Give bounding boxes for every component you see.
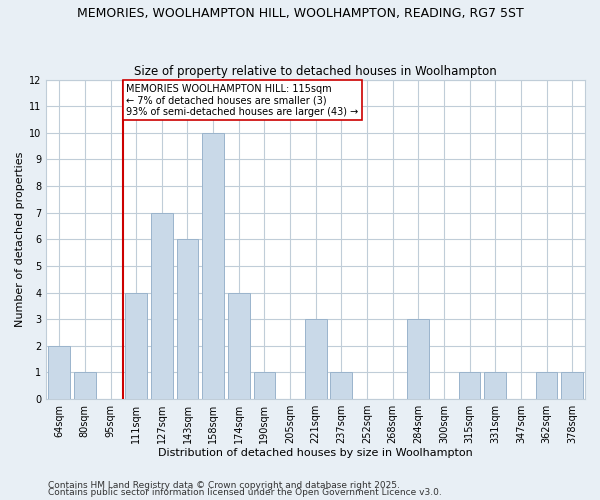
Text: Contains public sector information licensed under the Open Government Licence v3: Contains public sector information licen… — [48, 488, 442, 497]
Bar — [484, 372, 506, 399]
Bar — [202, 133, 224, 399]
Bar — [125, 292, 147, 399]
Bar — [176, 240, 199, 399]
Bar — [458, 372, 481, 399]
Bar — [561, 372, 583, 399]
Bar — [49, 346, 70, 399]
Title: Size of property relative to detached houses in Woolhampton: Size of property relative to detached ho… — [134, 66, 497, 78]
X-axis label: Distribution of detached houses by size in Woolhampton: Distribution of detached houses by size … — [158, 448, 473, 458]
Bar — [407, 319, 429, 399]
Bar — [228, 292, 250, 399]
Bar — [331, 372, 352, 399]
Bar — [151, 212, 173, 399]
Y-axis label: Number of detached properties: Number of detached properties — [15, 152, 25, 327]
Bar — [74, 372, 96, 399]
Text: MEMORIES WOOLHAMPTON HILL: 115sqm
← 7% of detached houses are smaller (3)
93% of: MEMORIES WOOLHAMPTON HILL: 115sqm ← 7% o… — [126, 84, 358, 117]
Text: Contains HM Land Registry data © Crown copyright and database right 2025.: Contains HM Land Registry data © Crown c… — [48, 480, 400, 490]
Bar — [254, 372, 275, 399]
Bar — [536, 372, 557, 399]
Text: MEMORIES, WOOLHAMPTON HILL, WOOLHAMPTON, READING, RG7 5ST: MEMORIES, WOOLHAMPTON HILL, WOOLHAMPTON,… — [77, 8, 523, 20]
Bar — [305, 319, 326, 399]
